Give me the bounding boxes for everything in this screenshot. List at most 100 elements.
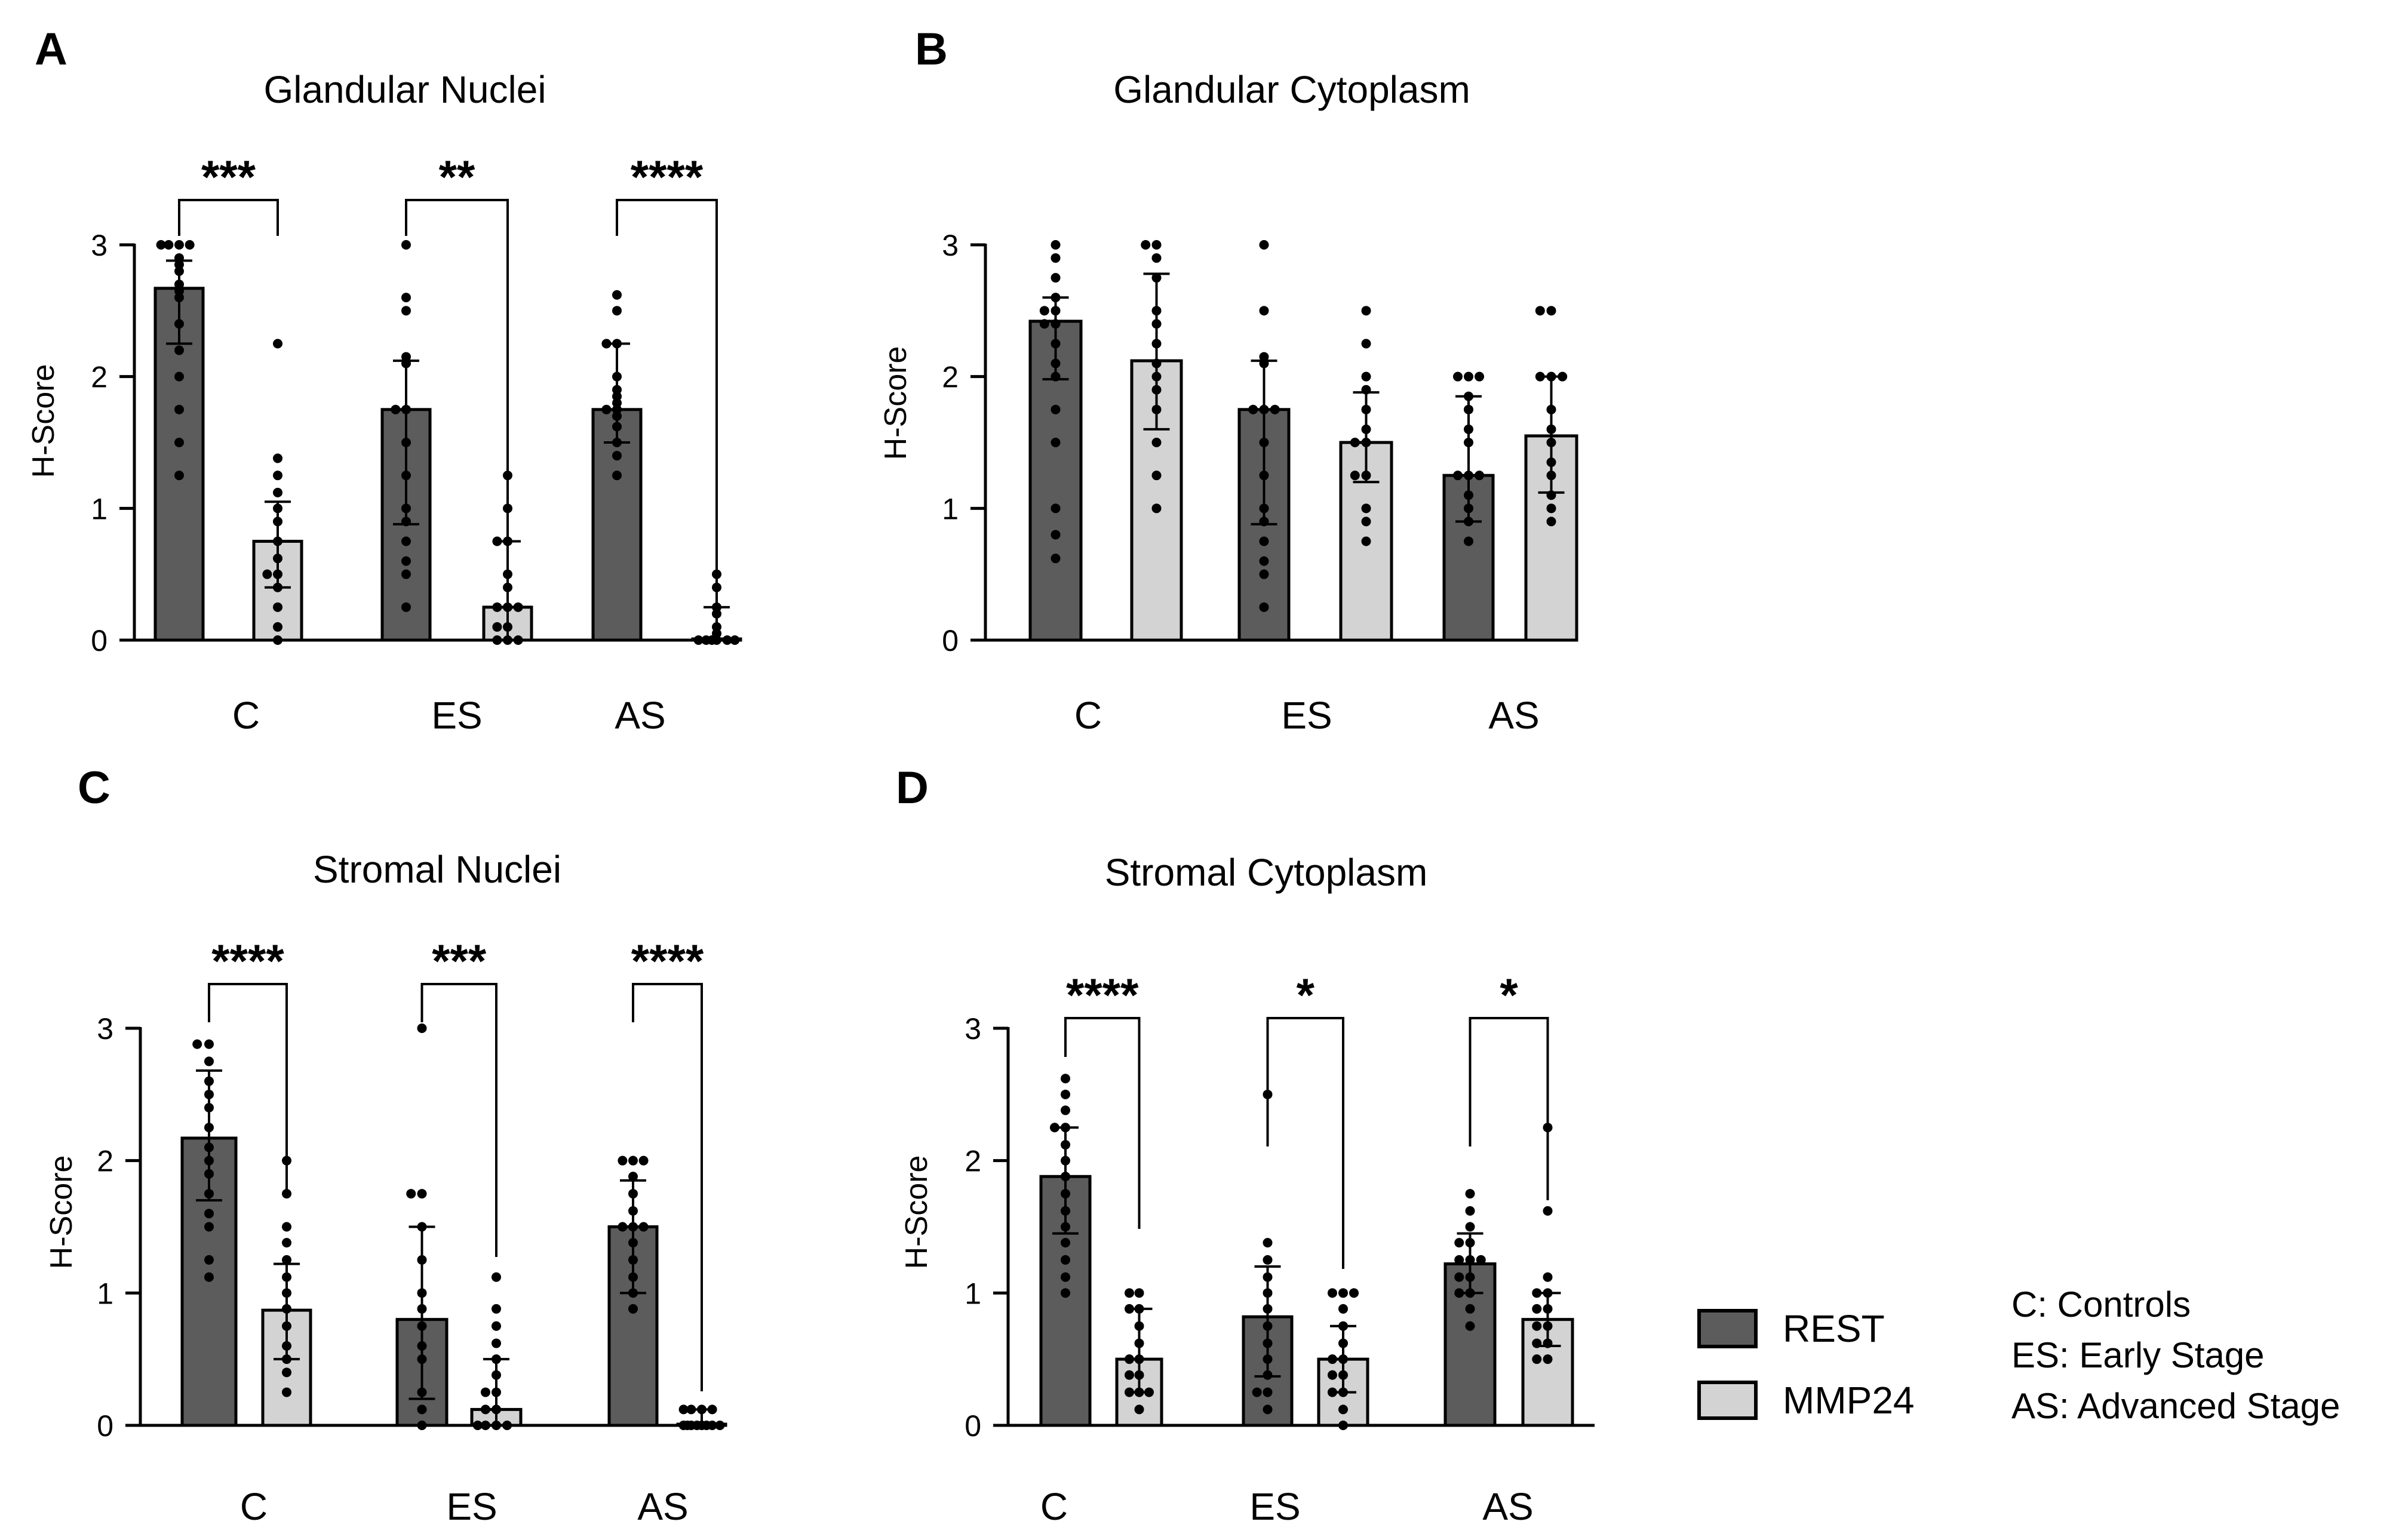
- data-point-mmp24: [1546, 371, 1556, 382]
- y-tick-label: 1: [942, 492, 959, 525]
- data-point-mmp24: [282, 1238, 291, 1248]
- data-point-rest: [1259, 240, 1269, 250]
- data-point-rest: [1061, 1155, 1070, 1166]
- data-point-mmp24: [1535, 306, 1545, 316]
- panel-letter-d: D: [896, 763, 929, 813]
- data-point-rest: [417, 1288, 427, 1298]
- data-point-rest: [204, 1209, 214, 1219]
- data-point-mmp24: [1151, 273, 1162, 283]
- data-point-rest: [1464, 503, 1473, 514]
- data-point-rest: [204, 1272, 214, 1282]
- data-point-rest: [1454, 1238, 1464, 1248]
- data-point-mmp24: [1125, 1354, 1134, 1364]
- data-point-rest: [174, 345, 184, 355]
- y-tick-label: 2: [91, 361, 108, 394]
- data-point-mmp24: [1361, 404, 1371, 414]
- legend-swatch-rest: [1697, 1309, 1758, 1348]
- data-point-mmp24: [697, 1404, 707, 1415]
- data-point-rest: [1263, 1255, 1273, 1265]
- data-point-mmp24: [715, 1421, 725, 1430]
- data-point-rest: [1464, 391, 1473, 401]
- data-point-rest: [612, 404, 622, 414]
- data-point-mmp24: [282, 1341, 291, 1351]
- data-point-rest: [638, 1155, 649, 1166]
- data-point-mmp24: [1532, 1338, 1542, 1348]
- data-point-mmp24: [1327, 1387, 1337, 1397]
- data-point-mmp24: [1338, 1288, 1348, 1298]
- data-point-rest: [1061, 1222, 1070, 1232]
- data-point-rest: [1263, 1321, 1273, 1331]
- significance-bracket-c: [208, 983, 288, 1197]
- y-tick-label: 0: [91, 624, 108, 657]
- data-point-rest: [401, 240, 411, 250]
- data-point-rest: [204, 1255, 214, 1265]
- x-tick-label-c: C: [1074, 694, 1102, 737]
- data-point-rest: [628, 1222, 638, 1232]
- data-point-rest: [401, 471, 411, 481]
- data-point-rest: [204, 1169, 214, 1179]
- x-tick-label-es: ES: [431, 694, 482, 737]
- panel-a-title: Glandular Nuclei: [263, 68, 546, 111]
- data-point-mmp24: [1327, 1354, 1337, 1364]
- data-point-mmp24: [1546, 490, 1556, 500]
- legend: REST MMP24: [1697, 1307, 1915, 1422]
- data-point-rest: [612, 471, 622, 481]
- data-point-mmp24: [492, 1338, 501, 1348]
- abbreviation-key: C: Controls ES: Early Stage AS: Advanced…: [2011, 1284, 2340, 1426]
- data-point-rest: [174, 286, 184, 296]
- data-point-rest: [401, 438, 411, 447]
- data-point-mmp24: [1134, 1354, 1144, 1364]
- data-point-mmp24: [712, 622, 721, 632]
- data-point-rest: [1051, 240, 1061, 250]
- data-point-rest: [1259, 602, 1269, 612]
- data-point-rest: [1061, 1140, 1070, 1150]
- data-point-rest: [417, 1421, 427, 1430]
- data-point-rest: [1259, 503, 1269, 514]
- data-point-rest: [401, 404, 411, 414]
- legend-label-rest: REST: [1783, 1307, 1885, 1350]
- data-point-rest: [1263, 1354, 1273, 1364]
- data-point-mmp24: [692, 1421, 702, 1430]
- data-point-mmp24: [1350, 438, 1360, 447]
- data-point-mmp24: [1543, 1354, 1553, 1364]
- data-point-rest: [1259, 306, 1269, 316]
- data-point-mmp24: [273, 517, 282, 527]
- data-point-rest: [192, 1039, 202, 1049]
- bar-rest-as: [591, 408, 643, 642]
- data-point-mmp24: [712, 608, 721, 619]
- data-point-mmp24: [1546, 471, 1556, 481]
- significance-bracket-c: [178, 199, 279, 236]
- data-point-rest: [628, 1155, 638, 1166]
- data-point-mmp24: [492, 635, 502, 645]
- data-point-mmp24: [712, 628, 721, 638]
- data-point-mmp24: [1361, 438, 1371, 447]
- data-point-rest: [1464, 438, 1473, 447]
- y-tick-label: 2: [942, 361, 959, 394]
- data-point-rest: [612, 306, 622, 316]
- data-point-rest: [1051, 358, 1061, 368]
- data-point-rest: [1248, 404, 1258, 414]
- data-point-rest: [1454, 1288, 1464, 1298]
- data-point-mmp24: [1338, 1387, 1348, 1397]
- data-point-rest: [612, 411, 622, 421]
- y-tick-label: 3: [97, 1012, 113, 1046]
- data-point-rest: [1252, 1387, 1262, 1397]
- data-point-rest: [1061, 1288, 1070, 1298]
- data-point-mmp24: [1338, 1421, 1348, 1430]
- data-point-rest: [1464, 471, 1473, 481]
- data-point-rest: [1051, 293, 1061, 303]
- data-point-mmp24: [1151, 358, 1162, 368]
- data-point-mmp24: [722, 635, 732, 645]
- data-point-rest: [417, 1404, 427, 1415]
- significance-bracket-c: [1064, 1017, 1141, 1229]
- data-point-mmp24: [492, 602, 502, 612]
- data-point-rest: [204, 1103, 214, 1112]
- data-point-mmp24: [273, 554, 282, 564]
- data-point-rest: [1061, 1074, 1070, 1084]
- data-point-rest: [174, 404, 184, 414]
- data-point-rest: [401, 517, 411, 527]
- data-point-rest: [628, 1288, 638, 1298]
- data-point-mmp24: [1543, 1272, 1553, 1282]
- data-point-rest: [601, 404, 612, 414]
